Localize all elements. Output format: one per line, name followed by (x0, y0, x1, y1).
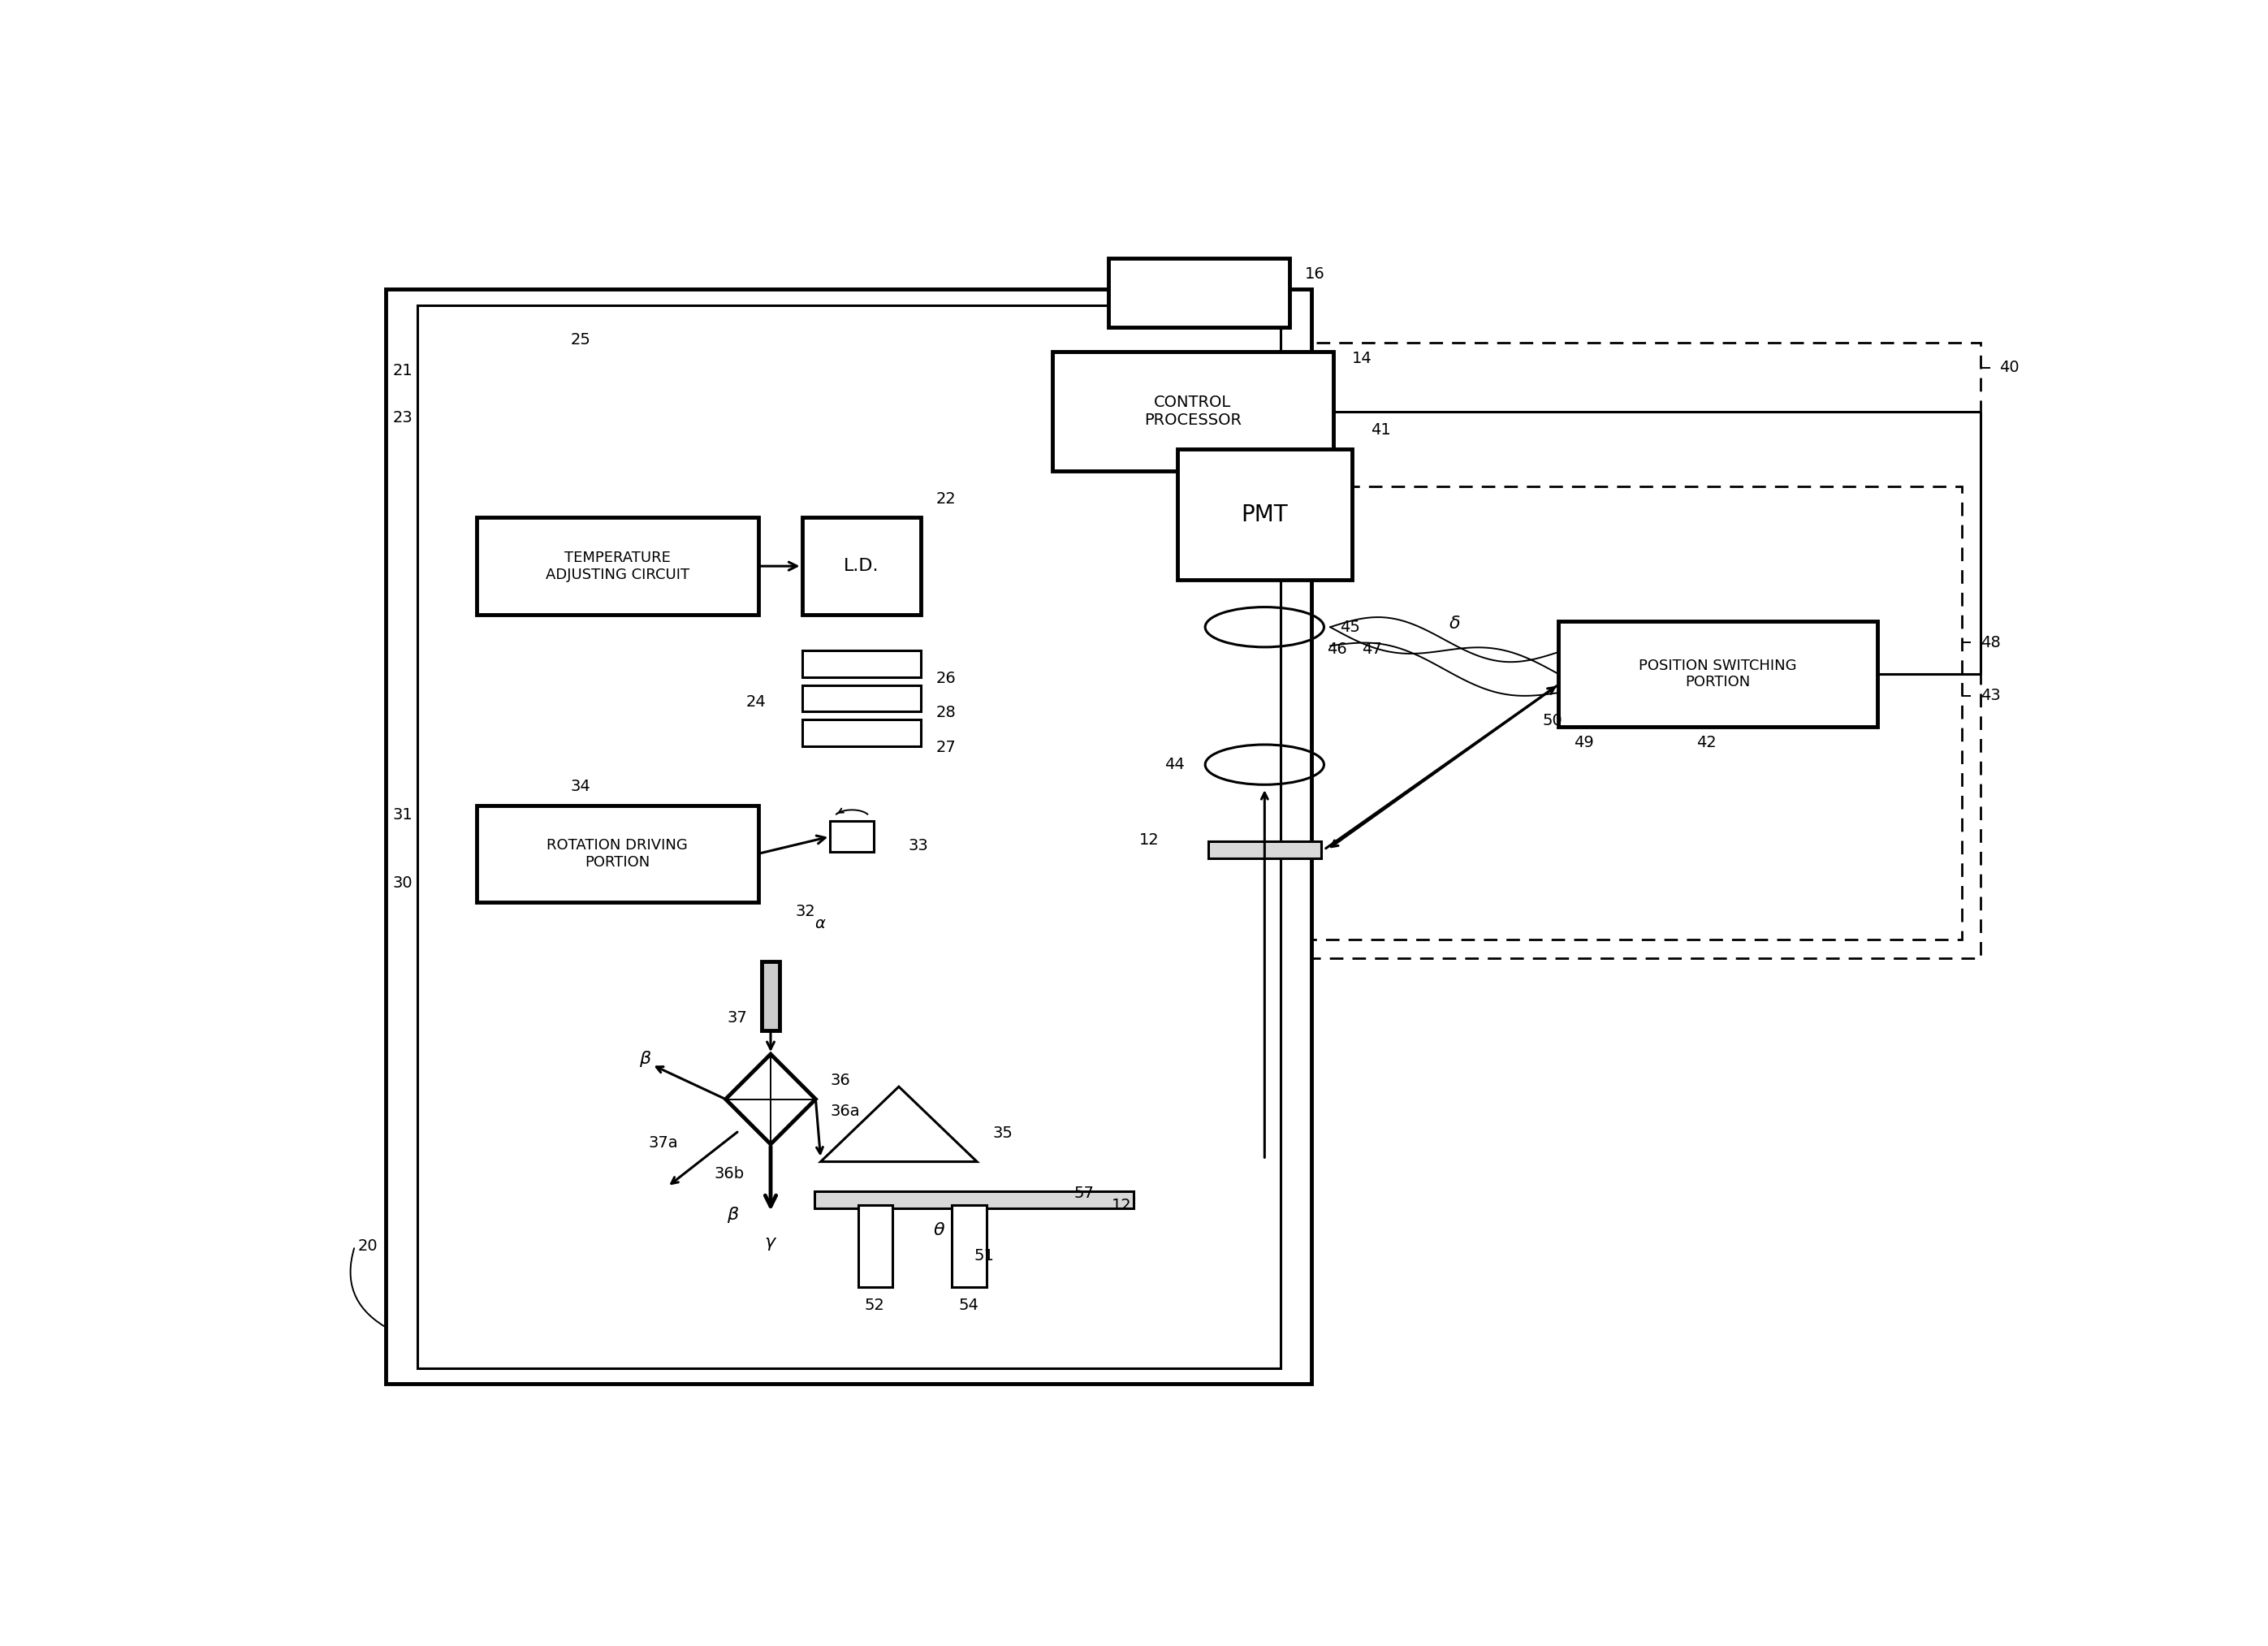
Bar (476, 517, 758, 614)
Text: 20: 20 (358, 1238, 379, 1254)
Text: 26: 26 (937, 670, 957, 686)
Text: ROTATION DRIVING
PORTION: ROTATION DRIVING PORTION (547, 838, 687, 869)
Text: 37a: 37a (649, 1136, 678, 1151)
Text: 52: 52 (864, 1297, 885, 1314)
Text: 54: 54 (957, 1297, 978, 1314)
Text: $\beta$: $\beta$ (640, 1049, 651, 1068)
Bar (435, 756, 1136, 953)
Text: 43: 43 (1980, 688, 2000, 703)
Bar (1177, 449, 1352, 579)
Text: 23: 23 (392, 410, 413, 425)
Text: 32: 32 (796, 904, 816, 920)
Bar (830, 821, 873, 853)
Text: 31: 31 (392, 807, 413, 823)
Text: $\alpha$: $\alpha$ (814, 917, 826, 932)
Text: 57: 57 (1073, 1185, 1093, 1200)
Text: 24: 24 (746, 695, 767, 709)
Text: 36: 36 (830, 1073, 850, 1088)
Bar (953, 1205, 987, 1287)
Text: θ: θ (932, 1223, 943, 1238)
Text: 33: 33 (907, 838, 928, 854)
Bar (386, 290, 1311, 1384)
Text: δ: δ (1449, 616, 1461, 632)
Text: 21: 21 (392, 364, 413, 379)
Text: 34: 34 (572, 779, 590, 795)
Text: L.D.: L.D. (844, 558, 880, 574)
Bar (1558, 621, 1878, 728)
Bar (803, 685, 921, 711)
Text: 12: 12 (1139, 831, 1159, 848)
Bar (456, 364, 1114, 756)
Bar (814, 1192, 1134, 1208)
Text: 35: 35 (993, 1126, 1014, 1141)
Text: 41: 41 (1370, 423, 1390, 438)
Text: 51: 51 (973, 1248, 993, 1262)
Text: 50: 50 (1542, 713, 1563, 729)
Text: $\beta$: $\beta$ (726, 1205, 739, 1225)
Bar (803, 517, 921, 614)
Text: 28: 28 (937, 704, 957, 721)
Bar (474, 370, 930, 665)
Text: 36a: 36a (830, 1104, 860, 1119)
Text: PMT: PMT (1241, 504, 1288, 527)
Text: 48: 48 (1980, 635, 2000, 650)
Text: 46: 46 (1327, 642, 1347, 657)
Text: 36b: 36b (714, 1167, 744, 1182)
Text: CONTROL
PROCESSOR: CONTROL PROCESSOR (1143, 395, 1241, 428)
Bar (476, 805, 758, 902)
Text: 49: 49 (1574, 736, 1594, 751)
Text: 12: 12 (1111, 1198, 1132, 1213)
Bar (1109, 258, 1290, 328)
Bar (456, 774, 993, 933)
Text: 47: 47 (1361, 642, 1381, 657)
Bar (857, 1205, 894, 1287)
Text: POSITION SWITCHING
PORTION: POSITION SWITCHING PORTION (1640, 658, 1796, 690)
Bar (1150, 342, 1980, 958)
Text: 22: 22 (937, 491, 957, 507)
Text: 27: 27 (937, 739, 957, 756)
Bar (1052, 352, 1334, 471)
Bar (762, 961, 780, 1030)
Bar (803, 650, 921, 677)
Text: 16: 16 (1304, 267, 1325, 281)
Bar (1168, 487, 1962, 940)
Text: 42: 42 (1696, 736, 1717, 751)
Text: 45: 45 (1340, 619, 1361, 635)
Bar (435, 352, 1136, 777)
Bar (1209, 841, 1320, 859)
Text: 14: 14 (1352, 351, 1372, 365)
Text: 37: 37 (726, 1011, 746, 1025)
Text: 40: 40 (2000, 360, 2019, 375)
Bar (417, 305, 1279, 1368)
Text: 30: 30 (392, 876, 413, 890)
Bar (803, 719, 921, 746)
Text: 25: 25 (572, 332, 590, 347)
Text: $\gamma$: $\gamma$ (764, 1236, 778, 1253)
Text: 44: 44 (1163, 757, 1184, 772)
Text: TEMPERATURE
ADJUSTING CIRCUIT: TEMPERATURE ADJUSTING CIRCUIT (547, 550, 689, 583)
